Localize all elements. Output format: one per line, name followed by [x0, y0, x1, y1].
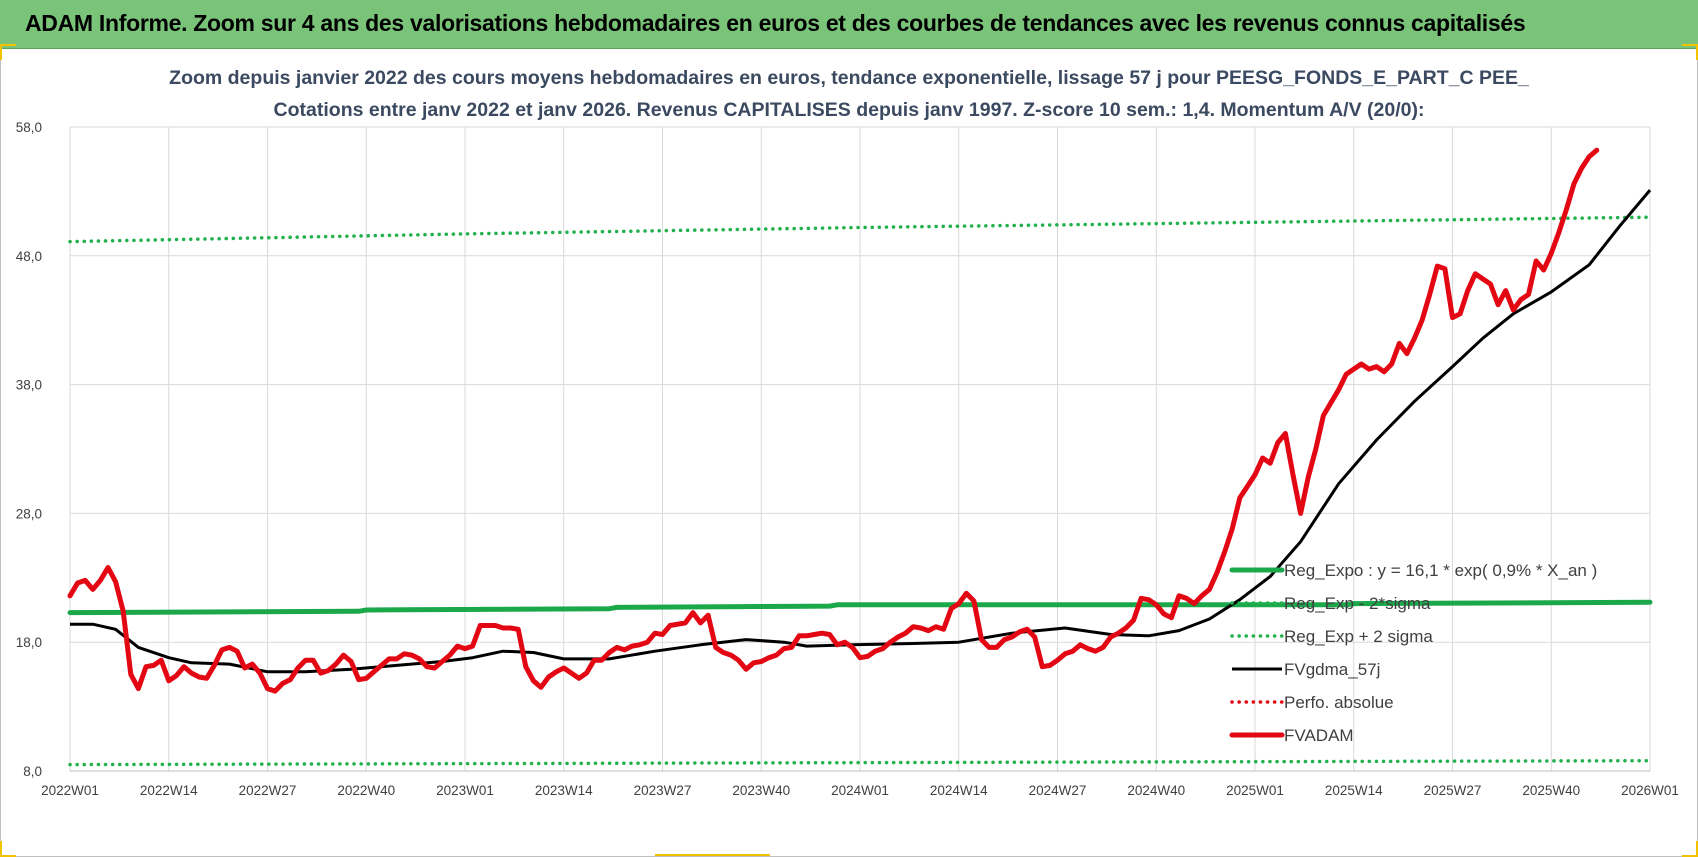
y-tick-label: 58,0	[16, 120, 42, 135]
legend-entry-label: FVADAM	[1284, 726, 1354, 745]
corner-marker-bottom-right	[1682, 841, 1698, 857]
x-tick-label: 2025W40	[1522, 783, 1580, 798]
banner-title: ADAM Informe. Zoom sur 4 ans des valoris…	[25, 10, 1526, 36]
gridlines	[69, 126, 1651, 772]
y-tick-label: 28,0	[16, 506, 42, 521]
x-tick-label: 2024W27	[1029, 783, 1087, 798]
x-tick-label: 2024W01	[831, 783, 889, 798]
series-line-3	[70, 189, 1652, 674]
x-tick-label: 2023W27	[634, 783, 692, 798]
y-tick-label: 48,0	[16, 249, 42, 264]
corner-marker-bottom-left	[0, 841, 16, 857]
legend-entry-label: Reg_Exp - 2*sigma	[1284, 594, 1431, 613]
x-tick-label: 2022W14	[140, 783, 198, 798]
title-banner: ADAM Informe. Zoom sur 4 ans des valoris…	[0, 0, 1698, 49]
x-tick-label: 2025W27	[1424, 783, 1482, 798]
legend-entry-label: Reg_Exp + 2 sigma	[1284, 627, 1433, 646]
series-line-0	[67, 599, 1653, 616]
x-tick-label: 2023W40	[732, 783, 790, 798]
y-tick-label: 18,0	[16, 635, 42, 650]
chart-area: Zoom depuis janvier 2022 des cours moyen…	[16, 67, 1679, 798]
series-line-2	[68, 215, 1652, 244]
bottom-center-marker	[655, 854, 770, 856]
legend-entry-label: FVgdma_57j	[1284, 660, 1380, 679]
corner-marker-top-left	[0, 44, 16, 60]
y-tick-label: 38,0	[16, 378, 42, 393]
legend-entry-label: Reg_Expo : y = 16,1 * exp( 0,9% * X_an )	[1284, 561, 1597, 580]
x-tick-label: 2023W01	[436, 783, 494, 798]
x-tick-label: 2022W27	[239, 783, 297, 798]
chart-subtitle-line-2: Cotations entre janv 2022 et janv 2026. …	[274, 99, 1425, 121]
series-line-5	[67, 147, 1600, 694]
x-tick-label: 2025W01	[1226, 783, 1284, 798]
x-tick-label: 2026W01	[1621, 783, 1679, 798]
axis-labels: 58,0 48,0 38,0 28,0 18,0 8,0 2022W01 2022W14 202…	[16, 120, 1679, 798]
x-tick-label: 2025W14	[1325, 783, 1383, 798]
y-tick-label: 8,0	[23, 764, 42, 779]
x-tick-label: 2024W40	[1127, 783, 1185, 798]
series-layer	[67, 147, 1653, 767]
legend: Reg_Expo : y = 16,1 * exp( 0,9% * X_an )…	[1229, 561, 1597, 745]
x-tick-label: 2023W14	[535, 783, 593, 798]
chart-subtitle-line-1: Zoom depuis janvier 2022 des cours moyen…	[169, 67, 1530, 89]
series-line-1	[68, 758, 1652, 767]
x-tick-label: 2024W14	[930, 783, 988, 798]
x-tick-label: 2022W01	[41, 783, 99, 798]
x-tick-label: 2022W40	[337, 783, 395, 798]
corner-marker-top-right	[1682, 44, 1698, 60]
legend-entry-label: Perfo. absolue	[1284, 693, 1394, 712]
